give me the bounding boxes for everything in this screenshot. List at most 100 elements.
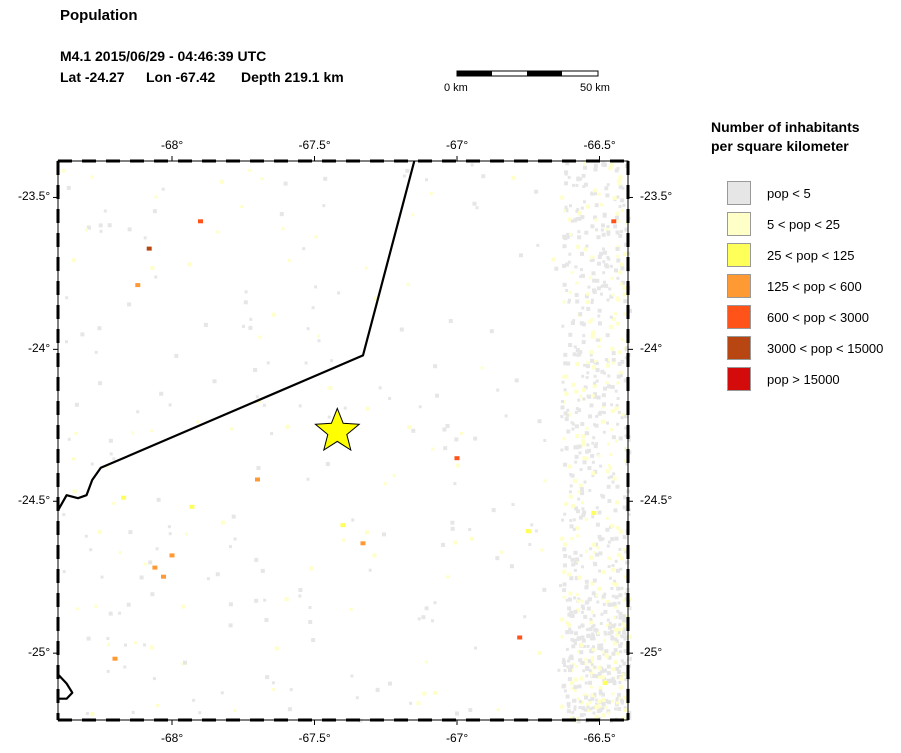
low-density-cell: [601, 393, 606, 398]
low-density-cell: [584, 708, 588, 712]
low-density-cell: [610, 403, 614, 407]
low-density-cell: [468, 528, 472, 531]
low-density-cell: [581, 501, 585, 505]
low-density-cell: [249, 317, 253, 321]
low-density-cell: [577, 444, 582, 449]
low-density-cell: [593, 551, 597, 555]
low-density-cell: [591, 365, 596, 370]
low-density-cell: [372, 553, 377, 558]
low-density-cell: [382, 532, 386, 537]
low-density-cell: [601, 570, 606, 575]
low-density-cell: [586, 705, 590, 709]
low-density-cell: [328, 386, 333, 390]
low-density-cell: [606, 298, 610, 302]
low-density-cell: [586, 361, 590, 365]
low-density-cell: [590, 298, 594, 302]
low-density-cell: [518, 253, 523, 258]
low-density-cell: [287, 258, 291, 262]
longitude-text: Lon -67.42: [146, 69, 216, 85]
low-density-cell: [616, 526, 621, 531]
low-density-cell: [586, 443, 590, 447]
low-density-cell: [591, 258, 595, 262]
low-density-cell: [610, 537, 615, 542]
legend-label: 5 < pop < 25: [767, 217, 841, 232]
low-density-cell: [586, 628, 590, 632]
low-density-cell: [582, 185, 586, 188]
low-density-cell: [568, 494, 573, 499]
low-density-cell: [607, 499, 612, 503]
low-density-cell: [90, 462, 94, 466]
low-density-cell: [589, 617, 593, 621]
low-density-cell: [228, 602, 233, 607]
low-density-cell: [596, 395, 601, 400]
low-density-cell: [216, 230, 220, 234]
low-density-cell: [622, 618, 627, 623]
low-density-cell: [610, 567, 615, 572]
low-density-cell: [595, 338, 599, 342]
low-density-cell: [581, 638, 586, 643]
low-density-cell: [417, 617, 421, 621]
low-density-cell: [573, 345, 577, 349]
low-density-cell: [285, 424, 290, 429]
low-density-cell: [431, 447, 435, 451]
low-density-cell: [150, 645, 155, 650]
low-density-cell: [219, 179, 224, 184]
low-density-cell: [623, 495, 628, 500]
low-density-cell: [568, 298, 571, 302]
low-density-cell: [617, 362, 622, 366]
low-density-cell: [562, 300, 566, 304]
low-density-cell: [599, 464, 603, 468]
low-density-cell: [592, 624, 596, 628]
low-density-cell: [583, 480, 587, 484]
low-density-cell: [589, 403, 594, 408]
low-density-cell: [582, 607, 585, 611]
low-density-cell: [584, 579, 589, 584]
low-density-cell: [283, 181, 288, 186]
low-density-cell: [585, 376, 589, 379]
low-density-cell: [569, 610, 574, 615]
low-density-cell: [593, 374, 597, 378]
low-density-cell: [71, 258, 76, 263]
low-density-cell: [203, 322, 208, 327]
low-density-cell: [564, 417, 569, 422]
low-density-cell: [606, 623, 609, 627]
low-density-cell: [603, 630, 607, 634]
low-density-cell: [566, 429, 571, 434]
low-density-cell: [270, 432, 274, 436]
low-density-cell: [560, 635, 564, 639]
low-density-cell: [574, 424, 579, 429]
low-density-cell: [561, 518, 565, 522]
low-density-cell: [604, 358, 608, 362]
low-density-cell: [602, 250, 607, 255]
low-density-cell: [592, 384, 597, 388]
low-density-cell: [272, 688, 276, 692]
low-density-cell: [581, 374, 585, 378]
low-density-cell: [617, 669, 621, 674]
low-density-cell: [618, 643, 623, 648]
low-density-cell: [575, 348, 580, 352]
low-density-cell: [616, 652, 619, 656]
scale-start-label: 0 km: [444, 82, 468, 94]
low-density-cell: [560, 400, 564, 403]
low-density-cell: [560, 195, 565, 200]
low-density-cell: [600, 643, 604, 647]
low-density-cell: [561, 380, 565, 384]
low-density-cell: [611, 594, 615, 598]
low-density-cell: [621, 622, 625, 626]
low-density-cell: [248, 168, 252, 172]
low-density-cell: [491, 508, 496, 513]
legend-swatch: [727, 274, 751, 298]
low-density-cell: [152, 209, 157, 214]
low-density-cell: [99, 229, 103, 233]
low-density-cell: [474, 646, 478, 650]
low-density-cell: [575, 593, 579, 596]
low-density-cell: [568, 627, 572, 631]
low-density-cell: [628, 308, 632, 313]
low-density-cell: [581, 173, 586, 178]
low-density-cell: [616, 254, 620, 258]
low-density-cell: [594, 542, 598, 547]
low-density-cell: [262, 403, 266, 407]
low-density-cell: [583, 662, 587, 665]
low-density-cell: [624, 459, 628, 463]
